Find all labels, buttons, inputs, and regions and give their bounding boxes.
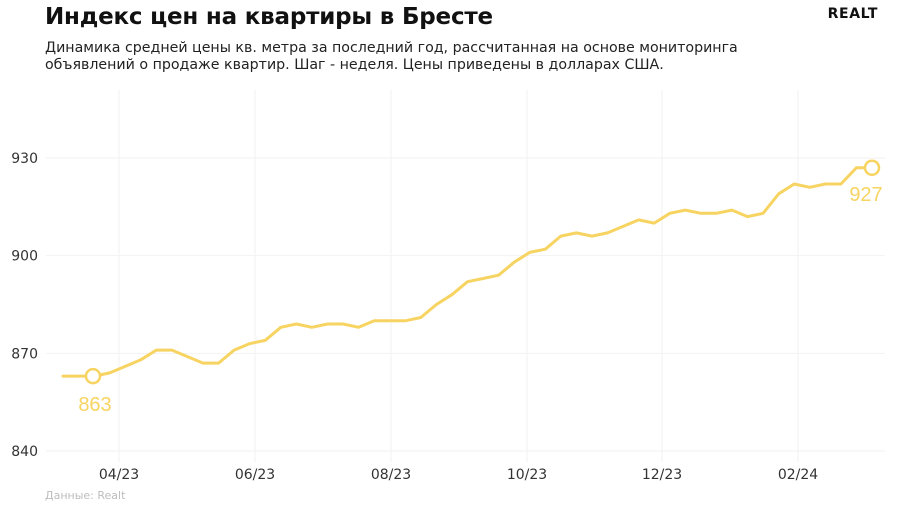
y-tick-label: 900 xyxy=(11,249,38,265)
x-axis: 04/23 06/23 08/23 10/23 12/23 02/24 xyxy=(99,467,818,483)
x-tick-label: 12/23 xyxy=(642,467,682,483)
y-tick-label: 870 xyxy=(11,346,38,362)
end-value-label: 927 xyxy=(849,184,882,206)
chart-title: Индекс цен на квартиры в Бресте xyxy=(45,4,493,30)
x-tick-label: 06/23 xyxy=(235,467,275,483)
x-tick-label: 08/23 xyxy=(371,467,411,483)
chart-subtitle: Динамика средней цены кв. метра за после… xyxy=(45,40,738,73)
x-tick-label: 10/23 xyxy=(507,467,547,483)
x-tick-label: 04/23 xyxy=(99,467,139,483)
y-tick-label: 840 xyxy=(11,444,38,460)
grid-lines xyxy=(46,90,885,462)
end-point-marker xyxy=(863,159,881,177)
realt-logo: Realt xyxy=(827,6,878,22)
start-value-label: 863 xyxy=(78,394,111,416)
y-tick-label: 930 xyxy=(11,151,38,167)
y-axis: 840 870 900 930 xyxy=(11,151,38,460)
data-source: Данные: Realt xyxy=(45,489,126,502)
x-tick-label: 02/24 xyxy=(778,467,818,483)
start-point-marker xyxy=(84,367,102,385)
price-line xyxy=(61,166,874,378)
